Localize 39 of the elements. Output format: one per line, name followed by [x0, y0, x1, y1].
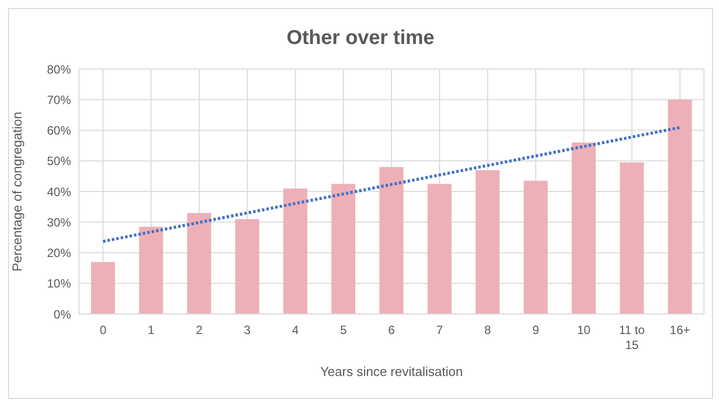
- x-tick-label: 6: [388, 323, 396, 337]
- y-tick-label: 40%: [46, 184, 72, 199]
- y-tick-label: 70%: [46, 92, 72, 107]
- bar: [524, 180, 548, 314]
- x-tick-label: 5: [340, 323, 348, 337]
- x-tick-label: 10: [577, 323, 591, 337]
- bar: [572, 142, 596, 314]
- y-axis-title: Percentage of congregation: [10, 112, 25, 272]
- y-tick-label: 50%: [46, 154, 72, 168]
- x-tick-label: 7: [436, 323, 444, 337]
- bar: [331, 184, 356, 314]
- bar: [235, 219, 260, 314]
- bar: [283, 188, 308, 314]
- x-tick-label: 4: [292, 323, 299, 337]
- x-tick-label: 11 to 15: [618, 323, 646, 352]
- bar: [187, 212, 212, 314]
- x-tick-label: 0: [100, 323, 107, 337]
- x-tick-label: 2: [196, 323, 203, 337]
- bar: [91, 262, 115, 314]
- bar: [476, 170, 500, 314]
- y-tick-label: 80%: [46, 62, 72, 76]
- x-tick-label: 3: [244, 323, 251, 337]
- chart-title: Other over time: [286, 26, 436, 51]
- y-tick-label: 20%: [46, 246, 72, 260]
- x-tick-label: 1: [148, 323, 155, 337]
- x-tick-label: 16+: [670, 323, 690, 337]
- y-tick-label: 10%: [46, 276, 72, 291]
- bar: [379, 167, 404, 314]
- x-axis-title: Years since revitalisation: [320, 364, 463, 379]
- bar: [620, 162, 644, 314]
- y-tick-label: 60%: [46, 124, 72, 138]
- x-tick-label: 8: [484, 323, 492, 337]
- bar: [668, 100, 692, 314]
- y-tick-label: 0%: [54, 307, 72, 322]
- bar: [139, 226, 164, 314]
- y-tick-label: 30%: [46, 215, 72, 230]
- x-tick-label: 9: [532, 323, 540, 337]
- line-series: [102, 126, 682, 243]
- bar: [428, 184, 452, 314]
